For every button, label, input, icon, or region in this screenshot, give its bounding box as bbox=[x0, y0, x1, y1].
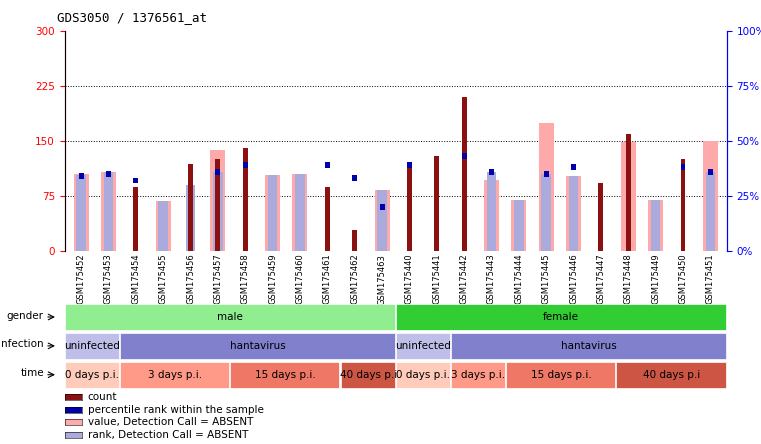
Bar bbox=[374, 190, 390, 251]
Bar bbox=[268, 175, 278, 251]
Bar bbox=[65, 361, 119, 388]
Text: uninfected: uninfected bbox=[65, 341, 120, 351]
Bar bbox=[119, 333, 395, 359]
Bar bbox=[215, 159, 221, 251]
Bar bbox=[292, 174, 307, 251]
Bar bbox=[708, 169, 713, 174]
Bar bbox=[158, 201, 168, 251]
Text: 0 days p.i.: 0 days p.i. bbox=[65, 370, 119, 380]
Bar bbox=[705, 172, 715, 251]
Bar bbox=[506, 361, 616, 388]
Bar bbox=[451, 361, 505, 388]
Bar bbox=[65, 333, 119, 359]
Bar bbox=[380, 204, 384, 210]
Bar bbox=[352, 230, 357, 251]
Bar bbox=[119, 361, 229, 388]
Text: 40 days p.i: 40 days p.i bbox=[339, 370, 396, 380]
Bar bbox=[156, 201, 170, 251]
Bar bbox=[101, 172, 116, 251]
Text: 15 days p.i.: 15 days p.i. bbox=[255, 370, 316, 380]
Bar bbox=[243, 148, 248, 251]
Bar bbox=[295, 174, 304, 251]
Text: value, Detection Call = ABSENT: value, Detection Call = ABSENT bbox=[88, 417, 253, 427]
Bar bbox=[213, 172, 223, 251]
Bar bbox=[243, 162, 248, 168]
Bar bbox=[489, 169, 494, 174]
Bar bbox=[462, 97, 466, 251]
Bar bbox=[377, 190, 387, 251]
Bar bbox=[133, 187, 139, 251]
Bar bbox=[621, 143, 635, 251]
Bar bbox=[65, 304, 395, 330]
Bar bbox=[543, 171, 549, 177]
Bar bbox=[648, 200, 663, 251]
Bar bbox=[571, 164, 576, 170]
Text: 40 days p.i: 40 days p.i bbox=[643, 370, 700, 380]
Bar bbox=[680, 159, 686, 251]
Bar bbox=[407, 162, 412, 168]
Bar bbox=[539, 123, 554, 251]
Text: gender: gender bbox=[7, 311, 44, 321]
Bar bbox=[325, 187, 330, 251]
Text: time: time bbox=[21, 369, 44, 378]
Bar bbox=[511, 200, 527, 251]
Bar bbox=[188, 164, 193, 251]
Bar bbox=[703, 141, 718, 251]
Text: uninfected: uninfected bbox=[396, 341, 451, 351]
Text: percentile rank within the sample: percentile rank within the sample bbox=[88, 405, 263, 415]
Text: 3 days p.i.: 3 days p.i. bbox=[451, 370, 505, 380]
Text: hantavirus: hantavirus bbox=[230, 341, 285, 351]
Bar bbox=[396, 304, 726, 330]
Bar bbox=[487, 172, 496, 251]
Bar bbox=[215, 169, 221, 174]
Bar bbox=[106, 171, 111, 177]
Text: 15 days p.i.: 15 days p.i. bbox=[531, 370, 591, 380]
Text: hantavirus: hantavirus bbox=[561, 341, 616, 351]
Text: female: female bbox=[543, 312, 579, 322]
Bar bbox=[396, 361, 450, 388]
Bar bbox=[626, 134, 631, 251]
Bar bbox=[462, 154, 466, 159]
Bar bbox=[407, 163, 412, 251]
Text: infection: infection bbox=[0, 340, 44, 349]
Text: 3 days p.i.: 3 days p.i. bbox=[148, 370, 202, 380]
Bar bbox=[598, 183, 603, 251]
Bar bbox=[230, 361, 339, 388]
Bar bbox=[325, 162, 330, 168]
Bar bbox=[210, 150, 225, 251]
Bar bbox=[680, 164, 686, 170]
Bar bbox=[74, 174, 88, 251]
Bar bbox=[265, 175, 280, 251]
Bar bbox=[651, 200, 661, 251]
Bar bbox=[435, 156, 439, 251]
Bar bbox=[76, 175, 86, 251]
Bar bbox=[352, 175, 357, 181]
Bar bbox=[133, 178, 139, 183]
Bar bbox=[340, 361, 395, 388]
Bar bbox=[616, 361, 726, 388]
Bar bbox=[451, 333, 726, 359]
Bar bbox=[566, 176, 581, 251]
Bar bbox=[514, 200, 524, 251]
Bar bbox=[103, 172, 113, 251]
Bar bbox=[78, 173, 84, 179]
Bar bbox=[186, 185, 196, 251]
Text: male: male bbox=[217, 312, 244, 322]
Text: rank, Detection Call = ABSENT: rank, Detection Call = ABSENT bbox=[88, 430, 248, 440]
Bar bbox=[568, 176, 578, 251]
Text: 0 days p.i.: 0 days p.i. bbox=[396, 370, 451, 380]
Text: GDS3050 / 1376561_at: GDS3050 / 1376561_at bbox=[57, 12, 207, 24]
Bar bbox=[396, 333, 450, 359]
Bar bbox=[484, 180, 499, 251]
Text: count: count bbox=[88, 392, 117, 402]
Bar bbox=[541, 174, 551, 251]
